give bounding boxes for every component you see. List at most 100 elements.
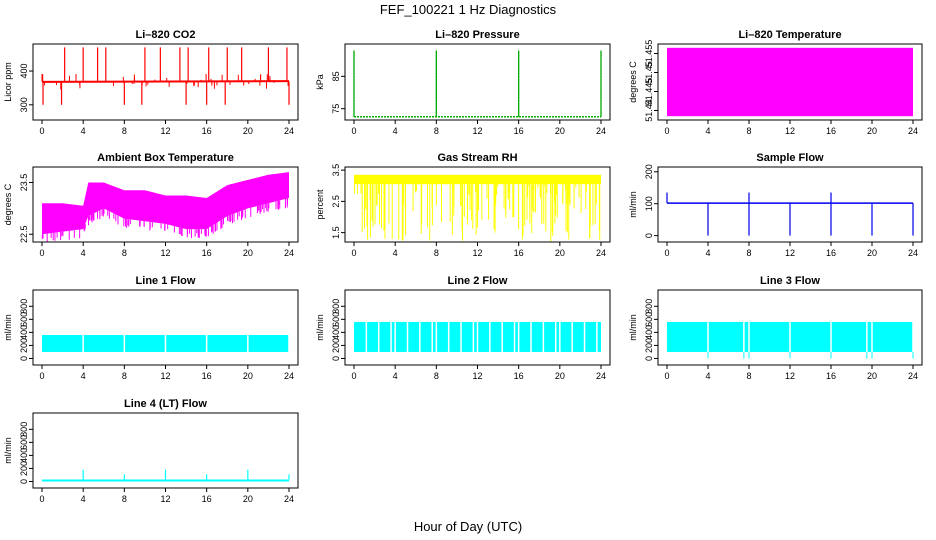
y-axis-label: percent: [315, 189, 325, 220]
y-tick-label: 0: [19, 479, 29, 484]
y-tick-label: 2.5: [331, 195, 341, 208]
x-tick-label: 20: [243, 248, 253, 258]
panel-title: Line 4 (LT) Flow: [124, 398, 207, 410]
y-tick-label: 75: [331, 104, 341, 114]
y-tick-label: 1.5: [331, 226, 341, 239]
x-tick-label: 4: [81, 371, 86, 381]
x-tick-label: 24: [908, 248, 918, 258]
x-tick-label: 0: [39, 248, 44, 258]
y-tick-label: 800: [19, 299, 29, 314]
panel-title: Line 3 Flow: [760, 275, 820, 287]
x-tick-label: 16: [826, 371, 836, 381]
panel-title: Li–820 CO2: [136, 29, 196, 41]
x-tick-label: 8: [434, 371, 439, 381]
y-tick-label: 400: [19, 64, 29, 79]
y-axis-label: ml/min: [3, 437, 13, 464]
y-tick-label: 200: [19, 338, 29, 353]
y-tick-label: 0: [331, 356, 341, 361]
x-tick-label: 4: [705, 248, 710, 258]
y-tick-label: 800: [644, 299, 654, 314]
plot-data: [41, 172, 289, 243]
y-tick-label: 600: [331, 312, 341, 327]
figure-title: FEF_100221 1 Hz Diagnostics: [380, 2, 557, 17]
x-tick-label: 24: [908, 371, 918, 381]
x-tick-label: 20: [555, 126, 565, 136]
panel-5: Gas Stream RH 0 4 8 12 16 20 24 1.5 2.5 3.5 percent: [315, 152, 611, 258]
data-baseline: [41, 80, 290, 83]
x-tick-label: 4: [705, 371, 710, 381]
plot-data: [41, 47, 290, 105]
x-tick-label: 20: [243, 371, 253, 381]
data-range-area: [42, 172, 289, 235]
y-axis-label: Licor ppm: [3, 62, 13, 102]
y-axis-label: ml/min: [3, 314, 13, 341]
x-tick-label: 20: [867, 126, 877, 136]
x-tick-label: 12: [785, 248, 795, 258]
x-tick-label: 12: [160, 248, 170, 258]
y-tick-label: 23.5: [19, 174, 29, 192]
y-tick-label: 0: [644, 233, 654, 238]
x-tick-label: 20: [555, 248, 565, 258]
x-tick-label: 8: [746, 371, 751, 381]
y-tick-label: 200: [331, 338, 341, 353]
panel-title: Line 2 Flow: [448, 275, 508, 287]
y-axis-label: ml/min: [628, 191, 638, 218]
x-tick-label: 16: [514, 248, 524, 258]
x-tick-label: 24: [284, 126, 294, 136]
x-tick-label: 0: [39, 494, 44, 504]
y-tick-label: 100: [644, 196, 654, 211]
x-tick-label: 16: [202, 494, 212, 504]
y-axis-label: kPa: [315, 74, 325, 90]
plot-data: [354, 321, 601, 353]
x-tick-label: 24: [596, 248, 606, 258]
y-tick-label: 85: [331, 71, 341, 81]
panel-title: Sample Flow: [756, 152, 824, 164]
x-tick-label: 0: [351, 248, 356, 258]
y-tick-label: 600: [19, 435, 29, 450]
x-tick-label: 20: [867, 371, 877, 381]
y-tick-label: 22.5: [19, 225, 29, 243]
y-tick-label: 400: [331, 325, 341, 340]
figure-xlabel: Hour of Day (UTC): [414, 519, 522, 534]
x-tick-label: 16: [202, 126, 212, 136]
x-tick-label: 8: [746, 126, 751, 136]
x-tick-label: 4: [81, 126, 86, 136]
y-tick-label: 51.44: [644, 99, 654, 122]
data-band: [42, 479, 289, 482]
x-tick-label: 24: [284, 248, 294, 258]
x-tick-label: 16: [514, 371, 524, 381]
x-tick-label: 16: [826, 248, 836, 258]
x-tick-label: 4: [705, 126, 710, 136]
y-tick-label: 200: [19, 461, 29, 476]
plot-data: [353, 174, 601, 242]
x-tick-label: 24: [596, 371, 606, 381]
x-tick-label: 20: [555, 371, 565, 381]
x-tick-label: 16: [826, 126, 836, 136]
y-tick-label: 51.445: [644, 78, 654, 106]
panel-10: Line 4 (LT) Flow 0 4 8 12 16 20 24 0 200400600800…: [3, 398, 299, 504]
x-tick-label: 12: [472, 248, 482, 258]
panel-2: Li–820 Pressure 0 4 8 12 16 20 24 75 85 kPa: [315, 29, 611, 136]
plot-data: [667, 321, 914, 359]
x-tick-label: 8: [746, 248, 751, 258]
x-tick-label: 0: [351, 126, 356, 136]
y-tick-label: 51.45: [644, 61, 654, 84]
y-tick-label: 400: [19, 325, 29, 340]
panel-title: Gas Stream RH: [437, 152, 517, 164]
y-tick-label: 0: [19, 356, 29, 361]
y-tick-label: 200: [644, 338, 654, 353]
x-tick-label: 24: [908, 126, 918, 136]
x-tick-label: 4: [81, 494, 86, 504]
x-tick-label: 4: [393, 248, 398, 258]
panel-4: Ambient Box Temperature 0 4 8 12 16 20 24 22.5 23…: [3, 152, 299, 258]
x-tick-label: 20: [867, 248, 877, 258]
panel-title: Li–820 Temperature: [738, 29, 841, 41]
y-tick-label: 200: [644, 164, 654, 179]
data-band: [354, 174, 601, 185]
x-tick-label: 20: [243, 126, 253, 136]
panel-title: Line 1 Flow: [136, 275, 196, 287]
x-tick-label: 20: [243, 494, 253, 504]
y-tick-label: 400: [19, 448, 29, 463]
x-tick-label: 24: [284, 371, 294, 381]
